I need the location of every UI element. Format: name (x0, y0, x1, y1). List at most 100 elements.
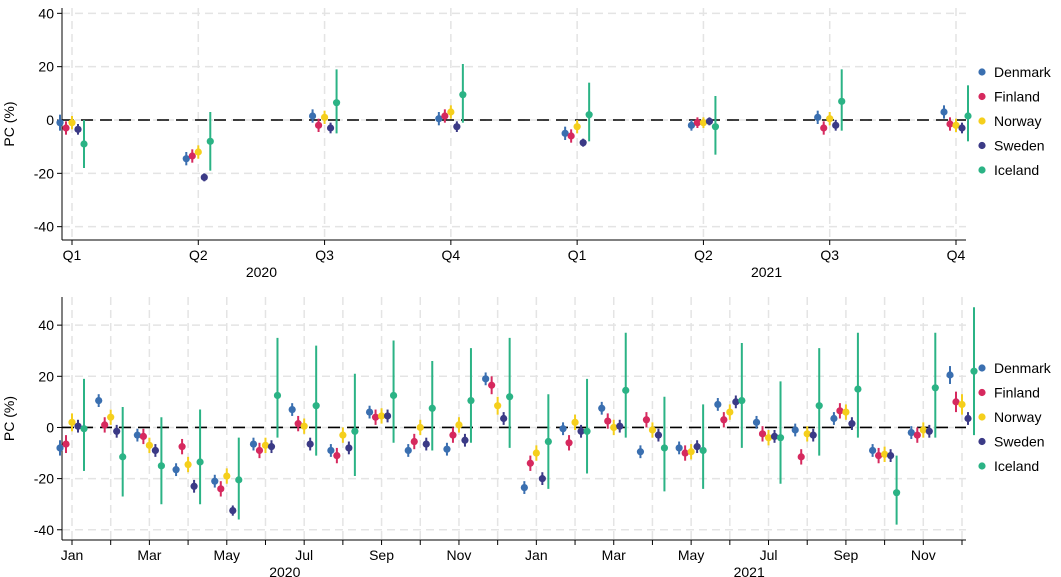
data-point (952, 398, 960, 406)
data-point (579, 139, 587, 147)
data-point (952, 121, 960, 129)
data-point (925, 427, 933, 435)
y-tick-label: 20 (38, 59, 54, 75)
data-point (133, 431, 141, 439)
legend-marker (978, 462, 986, 470)
data-point (157, 462, 165, 470)
series-denmark (56, 105, 948, 166)
data-point (229, 506, 237, 515)
data-point (389, 391, 398, 400)
bottom-legend: Denmark Finland Norway Sweden Iceland (978, 360, 1052, 474)
data-point (770, 432, 779, 441)
data-point (699, 446, 707, 455)
year-label: 2020 (246, 264, 277, 280)
legend-label: Sweden (994, 434, 1045, 450)
data-point (261, 441, 270, 449)
data-point (931, 384, 939, 392)
legend-marker (978, 141, 986, 150)
data-point (699, 119, 708, 127)
data-point (705, 117, 714, 125)
data-point (80, 140, 88, 148)
legend-marker (978, 68, 986, 76)
y-tick-label: -40 (34, 522, 54, 538)
data-point (107, 413, 115, 421)
legend-marker (978, 92, 986, 101)
data-point (56, 444, 64, 452)
legend-marker (978, 437, 986, 446)
data-point (294, 420, 302, 428)
data-point (453, 123, 461, 131)
data-point (814, 113, 822, 121)
data-point (333, 451, 341, 460)
x-tick-label: May (214, 547, 240, 563)
data-point (616, 422, 624, 430)
data-point (273, 391, 282, 400)
x-tick-label: Q3 (315, 247, 334, 263)
data-point (249, 440, 258, 448)
data-point (494, 402, 502, 410)
data-point (964, 414, 972, 423)
data-point (693, 443, 701, 451)
data-point (803, 430, 811, 438)
data-point (223, 472, 231, 480)
x-tick-label: Nov (447, 547, 472, 563)
data-point (351, 427, 359, 435)
y-tick-label: 20 (38, 368, 54, 384)
data-point (320, 113, 329, 121)
data-point (312, 402, 320, 410)
x-tick-label: Mar (137, 547, 161, 563)
data-point (404, 446, 412, 455)
x-tick-label: Jul (760, 547, 778, 563)
data-point (532, 449, 540, 457)
data-point (113, 427, 121, 435)
legend-marker (978, 364, 986, 372)
legend-marker (978, 166, 986, 174)
data-point (62, 124, 70, 132)
data-point (732, 398, 740, 406)
x-tick-label: Q4 (442, 247, 461, 263)
x-tick-label: Jul (295, 547, 313, 563)
y-tick-label: 0 (46, 419, 54, 435)
data-point (435, 115, 443, 123)
x-tick-label: Mar (602, 547, 626, 563)
data-point (74, 125, 82, 133)
data-point (693, 119, 702, 127)
data-point (881, 450, 889, 458)
data-point (610, 423, 618, 432)
data-point (255, 446, 264, 455)
data-point (235, 476, 243, 484)
data-point (832, 121, 840, 129)
data-point (830, 414, 838, 423)
data-point (869, 446, 877, 455)
data-point (681, 449, 689, 457)
data-point (585, 111, 593, 119)
data-point (145, 441, 153, 449)
data-point (791, 426, 799, 434)
data-point (842, 408, 850, 416)
data-point (919, 426, 927, 434)
data-point (738, 396, 746, 405)
series-sweden (74, 395, 972, 516)
data-point (447, 108, 455, 116)
y-axis-title: PC (%) (1, 101, 17, 146)
x-tick-label: Jan (61, 547, 84, 563)
data-point (561, 129, 569, 137)
top-panel: -40 -20 0 20 40 PC (%) Q1 Q2 Q3 Q4 Q1 Q2 Q3 Q4 2020 202… (1, 5, 1052, 280)
legend-marker (978, 388, 986, 397)
data-point (95, 396, 103, 405)
data-point (838, 97, 846, 105)
data-point (544, 437, 552, 446)
data-point (68, 119, 76, 127)
data-point (848, 420, 856, 428)
data-point (428, 404, 436, 412)
series-finland (62, 376, 960, 497)
x-tick-label: Sep (369, 547, 394, 563)
series-iceland (80, 64, 972, 171)
data-point (752, 418, 761, 426)
y-tick-label: -20 (34, 165, 54, 181)
x-tick-label: May (678, 547, 704, 563)
data-point (875, 451, 883, 460)
data-point (306, 440, 314, 448)
data-point (188, 152, 196, 160)
data-point (326, 124, 335, 132)
